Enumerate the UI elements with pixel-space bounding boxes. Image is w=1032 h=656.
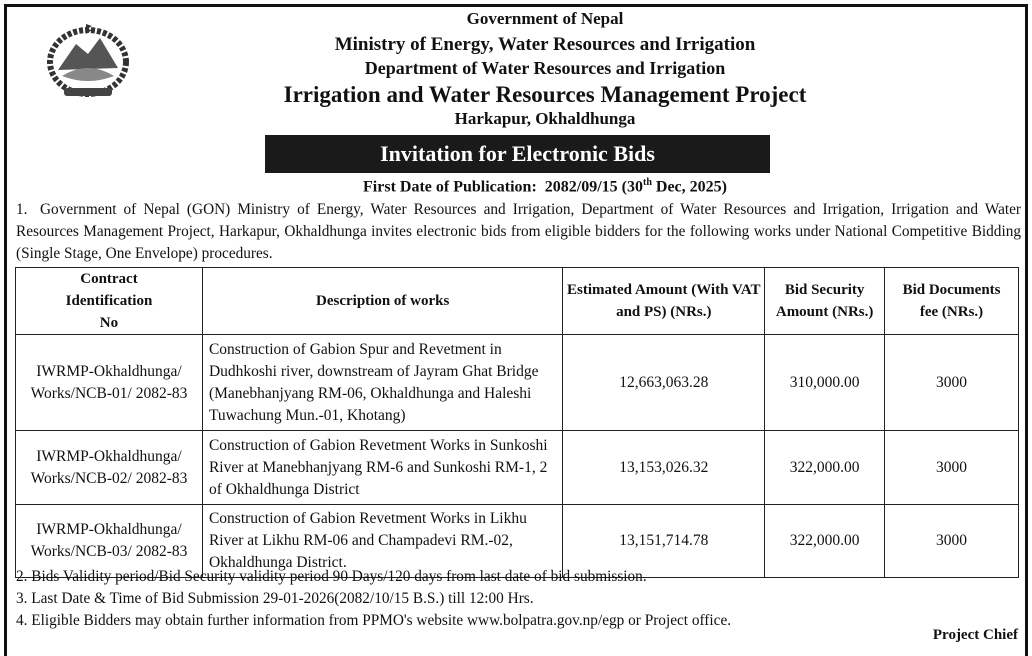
documents-fee: 3000 [884, 504, 1019, 578]
work-description: Construction of Gabion Revetment Works i… [201, 430, 564, 505]
publication-date: First Date of Publication: 2082/09/15 (3… [0, 177, 1032, 196]
publication-date-sup: th [642, 177, 652, 188]
nepal-emblem-logo [47, 24, 129, 97]
intro-number: 1. [16, 201, 28, 218]
bid-security: 322,000.00 [764, 430, 886, 505]
note-submission-deadline: 3. Last Date & Time of Bid Submission 29… [16, 590, 534, 607]
header-location: Harkapur, Okhaldhunga [454, 109, 636, 128]
note-further-information: 4. Eligible Bidders may obtain further i… [16, 612, 732, 629]
table-row: IWRMP-Okhaldhunga/ Works/NCB-01/ 2082-83… [15, 334, 1019, 431]
table-row: IWRMP-Okhaldhunga/ Works/NCB-02/ 2082-83… [15, 430, 1019, 505]
documents-fee: 3000 [884, 430, 1019, 505]
header-ministry: Ministry of Energy, Water Resources and … [334, 34, 756, 55]
notes-list: 2. Bids Validity period/Bid Security val… [16, 566, 731, 632]
publication-label: First Date of Publication: [363, 178, 537, 196]
col-header-estimated-amount: Estimated Amount (With VAT and PS) (NRs.… [562, 267, 766, 335]
note-bid-validity: 2. Bids Validity period/Bid Security val… [16, 568, 647, 585]
header-government: Government of Nepal [466, 9, 624, 28]
notice-border [4, 4, 1028, 656]
contract-id: IWRMP-Okhaldhunga/ Works/NCB-01/ 2082-83 [15, 334, 203, 431]
bid-security: 310,000.00 [764, 334, 886, 431]
header-project: Irrigation and Water Resources Managemen… [283, 82, 807, 107]
signature-project-chief: Project Chief [932, 627, 1018, 643]
table-row: IWRMP-Okhaldhunga/ Works/NCB-03/ 2082-83… [15, 504, 1019, 578]
bid-security: 322,000.00 [764, 504, 886, 578]
documents-fee: 3000 [884, 334, 1019, 431]
table-header-row: Contract Identification No Description o… [15, 267, 1019, 335]
contract-id: IWRMP-Okhaldhunga/ Works/NCB-03/ 2082-83 [15, 504, 203, 578]
estimated-amount: 13,153,026.32 [562, 430, 766, 505]
col-header-contract-id: Contract Identification No [15, 267, 203, 335]
col-header-description: Description of works [201, 267, 564, 335]
col-header-bid-security: Bid Security Amount (NRs.) [764, 267, 886, 335]
work-description: Construction of Gabion Spur and Revetmen… [201, 334, 564, 431]
bids-table: Contract Identification No Description o… [15, 267, 1019, 578]
intro-text: Government of Nepal (GON) Ministry of En… [16, 201, 1021, 262]
col-header-documents-fee: Bid Documents fee (NRs.) [884, 267, 1019, 335]
publication-date-value: 2082/09/15 (30 [544, 178, 643, 196]
estimated-amount: 13,151,714.78 [562, 504, 766, 578]
header-department: Department of Water Resources and Irriga… [364, 58, 726, 78]
work-description: Construction of Gabion Revetment Works i… [201, 504, 564, 578]
intro-paragraph: 1. Government of Nepal (GON) Ministry of… [16, 199, 1021, 265]
publication-date-rest: Dec, 2025) [651, 178, 727, 196]
estimated-amount: 12,663,063.28 [562, 334, 766, 431]
contract-id: IWRMP-Okhaldhunga/ Works/NCB-02/ 2082-83 [15, 430, 203, 505]
notice-title: Invitation for Electronic Bids [265, 135, 770, 173]
